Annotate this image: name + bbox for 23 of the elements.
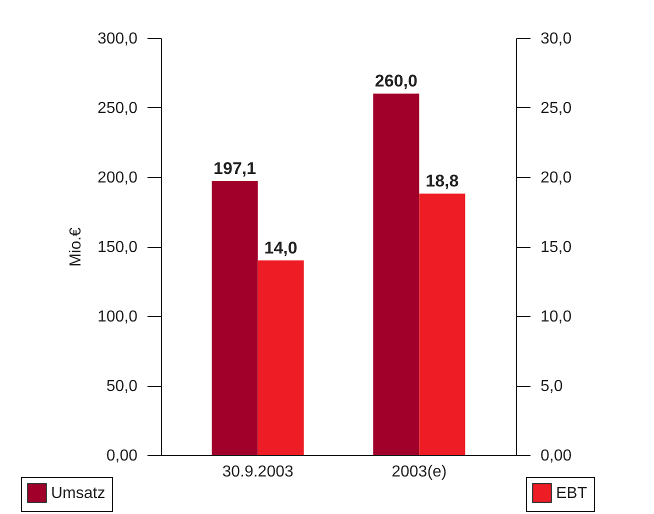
- data-label: 197,1: [214, 159, 256, 178]
- y2-tick-label: 20,0: [540, 170, 572, 186]
- y-tick-label: 300,0: [97, 30, 138, 48]
- y-tick-label: 250,0: [97, 100, 138, 117]
- legend-label: Umsatz: [51, 485, 106, 502]
- y2-tick-label: 10,0: [540, 308, 572, 326]
- y-tick-label: 200,0: [97, 170, 138, 186]
- data-label: 18,8: [426, 172, 459, 191]
- data-label: 14,0: [264, 238, 298, 258]
- y2-tick-label: 30,0: [540, 30, 572, 48]
- y-tick-label: 0,00: [106, 448, 138, 464]
- x-tick-label: 30.9.2003: [222, 464, 294, 480]
- y-tick-label: 100,0: [97, 308, 138, 326]
- y2-tick-label: 25,0: [540, 100, 572, 117]
- y2-tick-label: 0,00: [540, 448, 572, 464]
- x-tick-label: 2003(e): [392, 464, 447, 480]
- y-tick-label: 50,0: [106, 378, 138, 395]
- y-axis-title: Mio.€: [67, 227, 84, 267]
- y2-tick-label: 15,0: [540, 239, 572, 256]
- data-label: 260,0: [374, 72, 418, 91]
- y2-tick-label: 5,0: [540, 378, 563, 395]
- y-tick-label: 150,0: [97, 239, 138, 256]
- legend-label: EBT: [556, 485, 588, 502]
